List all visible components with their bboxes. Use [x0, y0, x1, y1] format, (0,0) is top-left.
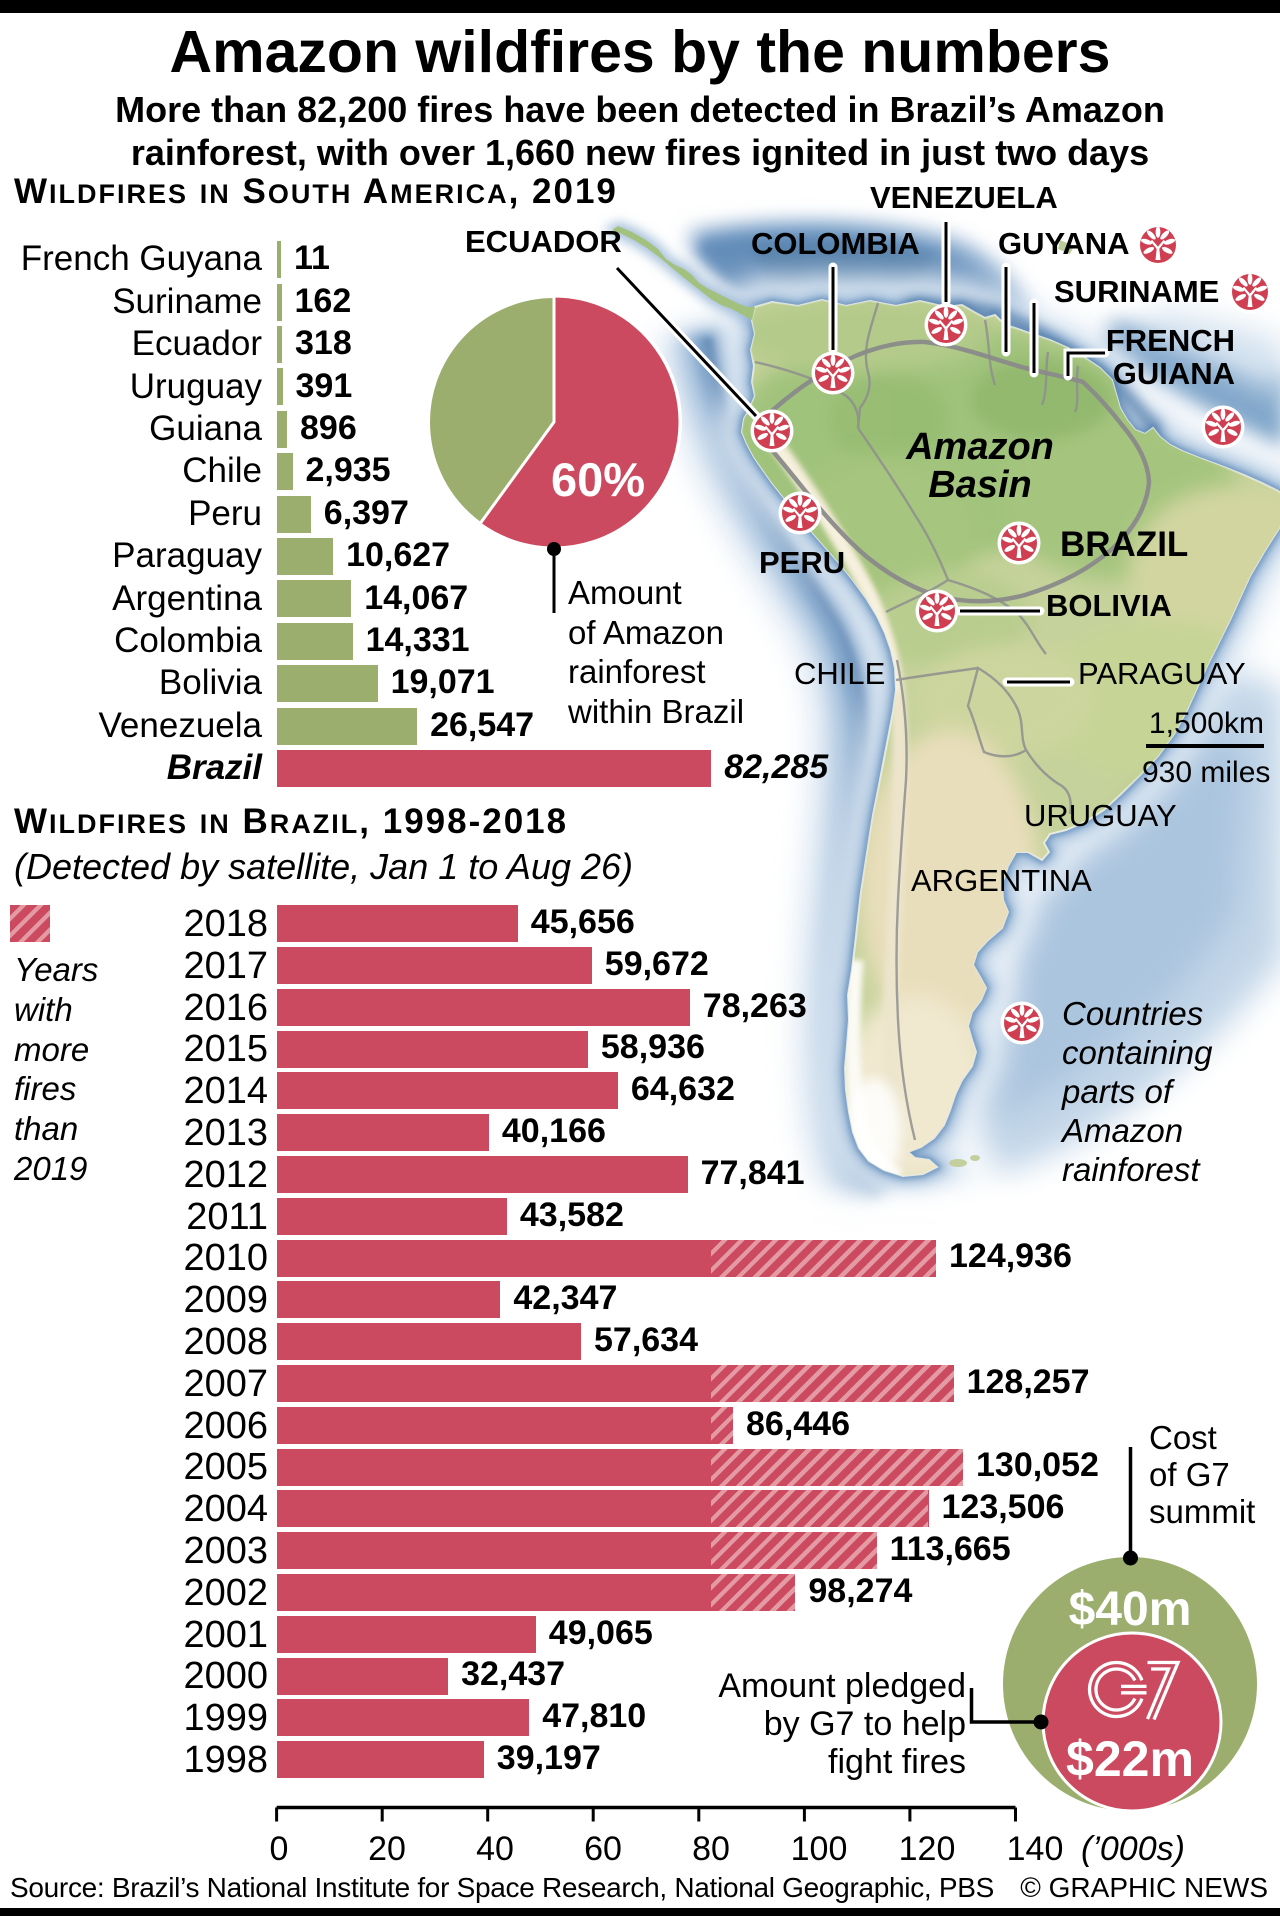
- svg-text:URUGUAY: URUGUAY: [1024, 798, 1177, 833]
- svg-text:Amazon: Amazon: [1060, 1112, 1183, 1149]
- svg-text:930 miles: 930 miles: [1142, 756, 1270, 789]
- svg-text:GUIANA: GUIANA: [1113, 356, 1235, 391]
- svg-text:CHILE: CHILE: [794, 656, 885, 691]
- svg-text:VENEZUELA: VENEZUELA: [870, 180, 1058, 215]
- svg-text:Amazon: Amazon: [905, 426, 1054, 468]
- svg-text:parts of: parts of: [1061, 1073, 1176, 1110]
- svg-text:containing: containing: [1062, 1034, 1213, 1071]
- svg-text:GUYANA: GUYANA: [998, 226, 1130, 261]
- svg-text:SURINAME: SURINAME: [1054, 274, 1219, 309]
- svg-text:1,500km: 1,500km: [1149, 707, 1264, 740]
- svg-text:PARAGUAY: PARAGUAY: [1078, 656, 1246, 691]
- svg-text:ARGENTINA: ARGENTINA: [911, 863, 1092, 898]
- svg-text:Basin: Basin: [928, 464, 1031, 506]
- svg-text:rainforest: rainforest: [1062, 1151, 1201, 1188]
- svg-text:BOLIVIA: BOLIVIA: [1046, 588, 1172, 623]
- svg-text:COLOMBIA: COLOMBIA: [751, 226, 920, 261]
- svg-text:PERU: PERU: [759, 545, 845, 580]
- svg-text:FRENCH: FRENCH: [1106, 323, 1235, 358]
- svg-text:Countries: Countries: [1062, 995, 1203, 1032]
- svg-text:BRAZIL: BRAZIL: [1060, 525, 1188, 564]
- svg-text:ECUADOR: ECUADOR: [465, 224, 622, 259]
